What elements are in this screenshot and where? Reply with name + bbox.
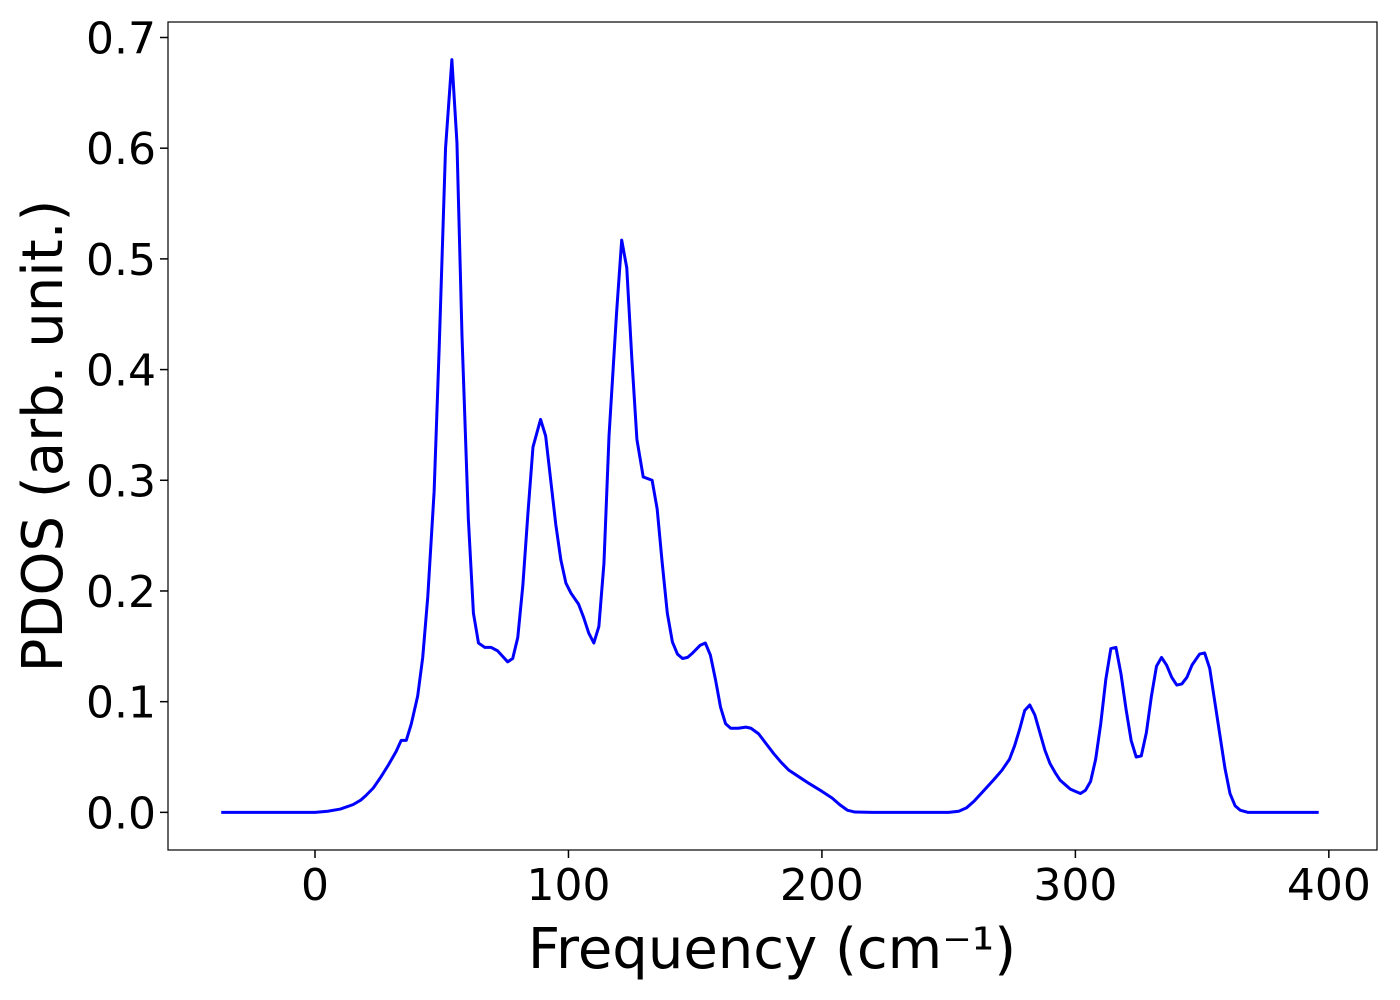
x-axis-label: Frequency (cm⁻¹) xyxy=(528,917,1016,982)
y-tick-label: 0.5 xyxy=(86,235,156,286)
x-tick-label: 0 xyxy=(301,860,329,911)
x-tick-label: 200 xyxy=(780,860,864,911)
y-tick-label: 0.1 xyxy=(86,678,156,729)
y-tick-label: 0.0 xyxy=(86,788,156,839)
y-tick-label: 0.4 xyxy=(86,346,156,397)
y-axis-label: PDOS (arb. unit.) xyxy=(11,200,76,673)
y-tick-label: 0.7 xyxy=(86,13,156,64)
x-tick-label: 400 xyxy=(1287,860,1371,911)
y-tick-label: 0.3 xyxy=(86,456,156,507)
x-tick-label: 100 xyxy=(526,860,610,911)
x-tick-label: 300 xyxy=(1033,860,1117,911)
y-tick-label: 0.6 xyxy=(86,124,156,175)
data-line xyxy=(221,58,1319,814)
y-tick-label: 0.2 xyxy=(86,567,156,618)
plot-frame xyxy=(167,21,1378,851)
